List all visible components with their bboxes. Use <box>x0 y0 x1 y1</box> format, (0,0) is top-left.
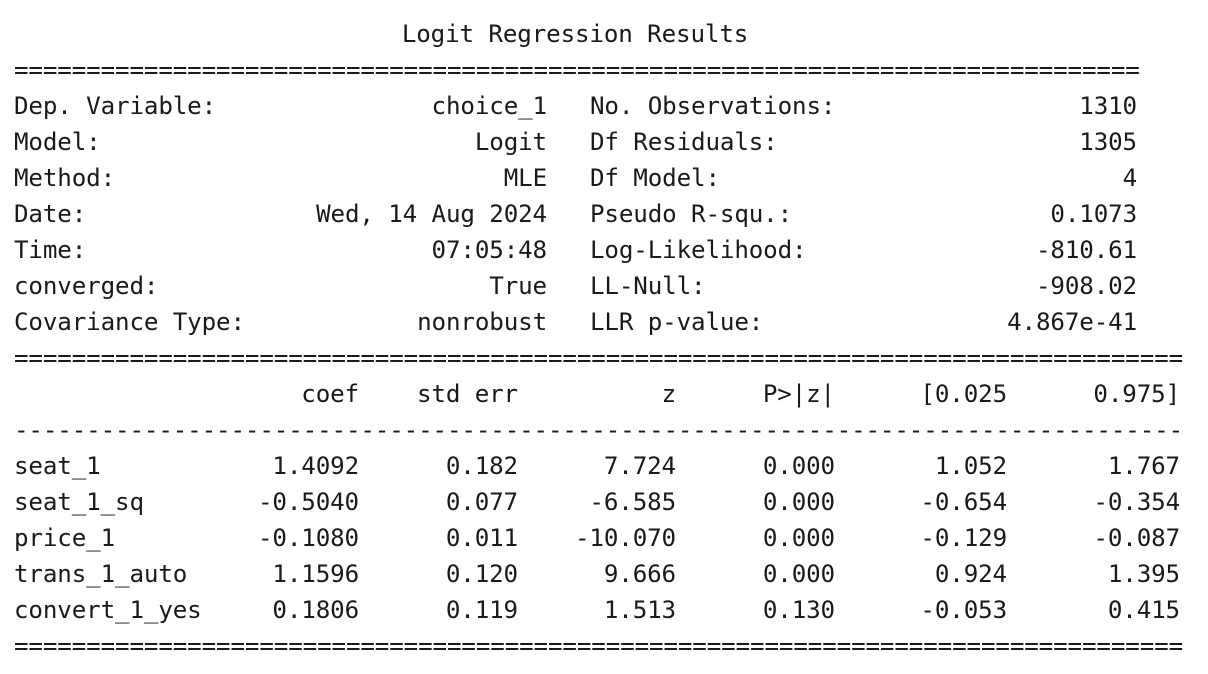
summary-right-label: LLR p-value: <box>590 308 764 336</box>
table-cell: 0.000 <box>762 452 835 480</box>
table-cell: -0.5040 <box>257 488 359 516</box>
double-separator-bottom: ========================================… <box>14 632 1184 660</box>
summary-left-label: Dep. Variable: <box>14 92 217 120</box>
summary-left-label: converged: <box>14 272 159 300</box>
summary-left-value: nonrobust <box>417 308 547 336</box>
table-cell: 1.767 <box>1107 452 1180 480</box>
summary-left-label: Method: <box>14 164 116 192</box>
summary-right-label: Log-Likelihood: <box>590 236 807 264</box>
table-cell: 1.052 <box>934 452 1007 480</box>
table-cell: 1.1596 <box>272 560 359 588</box>
table-cell: 0.119 <box>445 596 518 624</box>
summary-right-value: 1305 <box>1079 128 1137 156</box>
table-cell: 7.724 <box>603 452 676 480</box>
summary-right-value: 1310 <box>1079 92 1137 120</box>
table-row-variable: trans_1_auto <box>14 560 188 588</box>
summary-left-value: choice_1 <box>431 92 548 120</box>
table-cell: 0.120 <box>445 560 518 588</box>
summary-left-label: Time: <box>14 236 87 264</box>
table-cell: -0.053 <box>920 596 1007 624</box>
summary-right-label: LL-Null: <box>590 272 706 300</box>
single-separator: ----------------------------------------… <box>14 416 1184 444</box>
summary-left-value: MLE <box>503 164 547 192</box>
table-cell: -6.585 <box>589 488 676 516</box>
summary-left-value: 07:05:48 <box>431 236 548 264</box>
table-cell: -0.654 <box>920 488 1007 516</box>
double-separator-middle: ========================================… <box>14 344 1184 372</box>
table-row-variable: seat_1 <box>14 452 101 480</box>
summary-right-label: No. Observations: <box>590 92 836 120</box>
coef-header-2: z <box>661 380 677 408</box>
summary-left-value: Logit <box>474 128 547 156</box>
summary-right-value: -908.02 <box>1035 272 1137 300</box>
table-cell: 0.415 <box>1107 596 1180 624</box>
table-row-variable: seat_1_sq <box>14 488 144 516</box>
table-cell: 1.395 <box>1107 560 1180 588</box>
table-cell: 0.000 <box>762 524 835 552</box>
table-cell: 0.130 <box>762 596 835 624</box>
table-cell: 0.077 <box>445 488 518 516</box>
coef-header-3: P>|z| <box>762 380 835 408</box>
summary-left-label: Model: <box>14 128 101 156</box>
table-title: Logit Regression Results <box>401 20 749 48</box>
table-cell: 0.1806 <box>272 596 359 624</box>
table-cell: 0.000 <box>762 488 835 516</box>
summary-right-value: 0.1073 <box>1050 200 1137 228</box>
summary-left-label: Covariance Type: <box>14 308 245 336</box>
summary-left-value: True <box>489 272 547 300</box>
table-cell: -10.070 <box>574 524 676 552</box>
summary-right-label: Df Residuals: <box>590 128 778 156</box>
summary-left-value: Wed, 14 Aug 2024 <box>316 200 547 228</box>
table-cell: 0.011 <box>445 524 518 552</box>
table-cell: 0.000 <box>762 560 835 588</box>
table-cell: -0.354 <box>1093 488 1180 516</box>
summary-right-value: 4 <box>1122 164 1138 192</box>
table-cell: 1.513 <box>603 596 676 624</box>
coef-header-1: std err <box>416 380 518 408</box>
summary-right-label: Pseudo R-squ.: <box>590 200 793 228</box>
table-row-variable: price_1 <box>14 524 116 552</box>
table-cell: 9.666 <box>603 560 676 588</box>
table-cell: 0.924 <box>934 560 1007 588</box>
table-cell: -0.087 <box>1093 524 1180 552</box>
summary-right-value: 4.867e-41 <box>1007 308 1137 336</box>
table-cell: -0.129 <box>920 524 1007 552</box>
summary-left-label: Date: <box>14 200 87 228</box>
table-cell: 1.4092 <box>272 452 359 480</box>
coef-header-4: [0.025 <box>920 380 1007 408</box>
coef-header-0: coef <box>301 380 359 408</box>
table-cell: -0.1080 <box>257 524 359 552</box>
table-cell: 0.182 <box>445 452 518 480</box>
summary-right-value: -810.61 <box>1035 236 1137 264</box>
table-row-variable: convert_1_yes <box>14 596 202 624</box>
summary-right-label: Df Model: <box>590 164 720 192</box>
double-separator-top: ========================================… <box>14 56 1140 84</box>
coef-header-5: 0.975] <box>1093 380 1180 408</box>
